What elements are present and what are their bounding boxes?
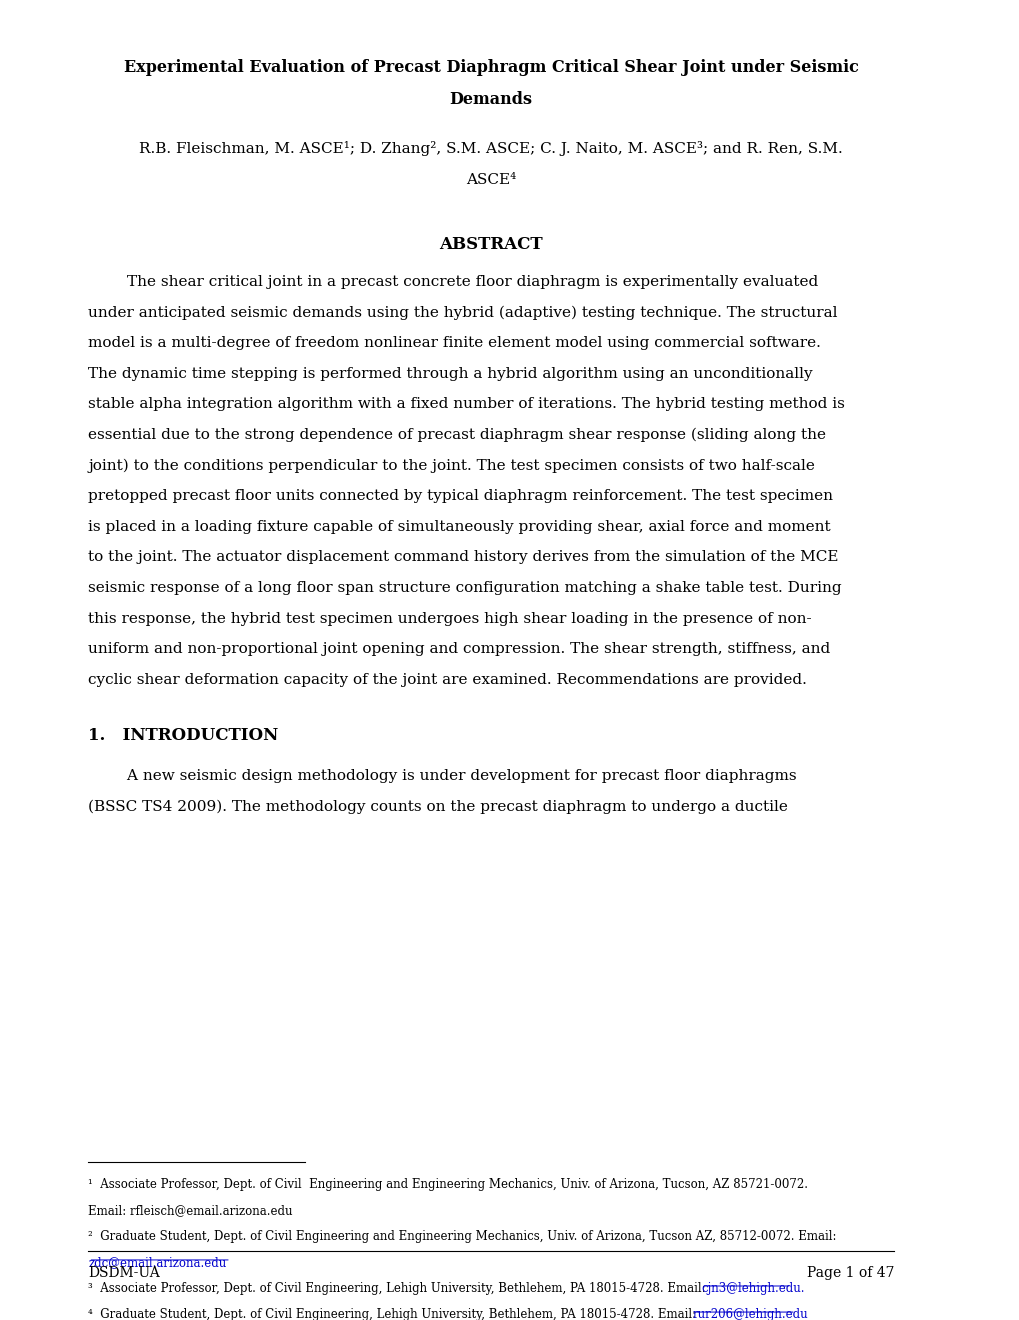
Text: cjn3@lehigh.edu.: cjn3@lehigh.edu.	[701, 1282, 804, 1295]
Text: Demands: Demands	[449, 91, 532, 108]
Text: The dynamic time stepping is performed through a hybrid algorithm using an uncon: The dynamic time stepping is performed t…	[89, 367, 812, 380]
Text: ABSTRACT: ABSTRACT	[439, 236, 542, 253]
Text: A new seismic design methodology is under development for precast floor diaphrag: A new seismic design methodology is unde…	[89, 768, 796, 783]
Text: essential due to the strong dependence of precast diaphragm shear response (slid: essential due to the strong dependence o…	[89, 428, 825, 442]
Text: ¹  Associate Professor, Dept. of Civil  Engineering and Engineering Mechanics, U: ¹ Associate Professor, Dept. of Civil En…	[89, 1177, 808, 1191]
Text: cyclic shear deformation capacity of the joint are examined. Recommendations are: cyclic shear deformation capacity of the…	[89, 673, 806, 686]
Text: pretopped precast floor units connected by typical diaphragm reinforcement. The : pretopped precast floor units connected …	[89, 490, 833, 503]
Text: this response, the hybrid test specimen undergoes high shear loading in the pres: this response, the hybrid test specimen …	[89, 611, 811, 626]
Text: (BSSC TS4 2009). The methodology counts on the precast diaphragm to undergo a du: (BSSC TS4 2009). The methodology counts …	[89, 800, 788, 813]
Text: Email: rfleisch@email.arizona.edu: Email: rfleisch@email.arizona.edu	[89, 1204, 292, 1217]
Text: model is a multi-degree of freedom nonlinear finite element model using commerci: model is a multi-degree of freedom nonli…	[89, 337, 820, 350]
Text: under anticipated seismic demands using the hybrid (adaptive) testing technique.: under anticipated seismic demands using …	[89, 305, 837, 319]
Text: zdc@email.arizona.edu: zdc@email.arizona.edu	[89, 1257, 226, 1269]
Text: joint) to the conditions perpendicular to the joint. The test specimen consists : joint) to the conditions perpendicular t…	[89, 458, 814, 473]
Text: R.B. Fleischman, M. ASCE¹; D. Zhang², S.M. ASCE; C. J. Naito, M. ASCE³; and R. R: R.B. Fleischman, M. ASCE¹; D. Zhang², S.…	[140, 141, 843, 156]
Text: is placed in a loading fixture capable of simultaneously providing shear, axial : is placed in a loading fixture capable o…	[89, 520, 830, 533]
Text: 1.   INTRODUCTION: 1. INTRODUCTION	[89, 727, 278, 744]
Text: stable alpha integration algorithm with a fixed number of iterations. The hybrid: stable alpha integration algorithm with …	[89, 397, 845, 412]
Text: seismic response of a long floor span structure configuration matching a shake t: seismic response of a long floor span st…	[89, 581, 842, 595]
Text: Page 1 of 47: Page 1 of 47	[806, 1266, 894, 1280]
Text: The shear critical joint in a precast concrete floor diaphragm is experimentally: The shear critical joint in a precast co…	[89, 275, 818, 289]
Text: Experimental Evaluation of Precast Diaphragm Critical Shear Joint under Seismic: Experimental Evaluation of Precast Diaph…	[123, 58, 858, 75]
Text: ²  Graduate Student, Dept. of Civil Engineering and Engineering Mechanics, Univ.: ² Graduate Student, Dept. of Civil Engin…	[89, 1230, 837, 1243]
Text: to the joint. The actuator displacement command history derives from the simulat: to the joint. The actuator displacement …	[89, 550, 838, 565]
Text: rur206@lehigh.edu: rur206@lehigh.edu	[692, 1308, 807, 1320]
Text: ³  Associate Professor, Dept. of Civil Engineering, Lehigh University, Bethlehem: ³ Associate Professor, Dept. of Civil En…	[89, 1282, 709, 1295]
Text: ASCE⁴: ASCE⁴	[466, 173, 516, 187]
Text: uniform and non-proportional joint opening and compression. The shear strength, : uniform and non-proportional joint openi…	[89, 643, 829, 656]
Text: ⁴  Graduate Student, Dept. of Civil Engineering, Lehigh University, Bethlehem, P: ⁴ Graduate Student, Dept. of Civil Engin…	[89, 1308, 700, 1320]
Text: DSDM-UA: DSDM-UA	[89, 1266, 160, 1280]
